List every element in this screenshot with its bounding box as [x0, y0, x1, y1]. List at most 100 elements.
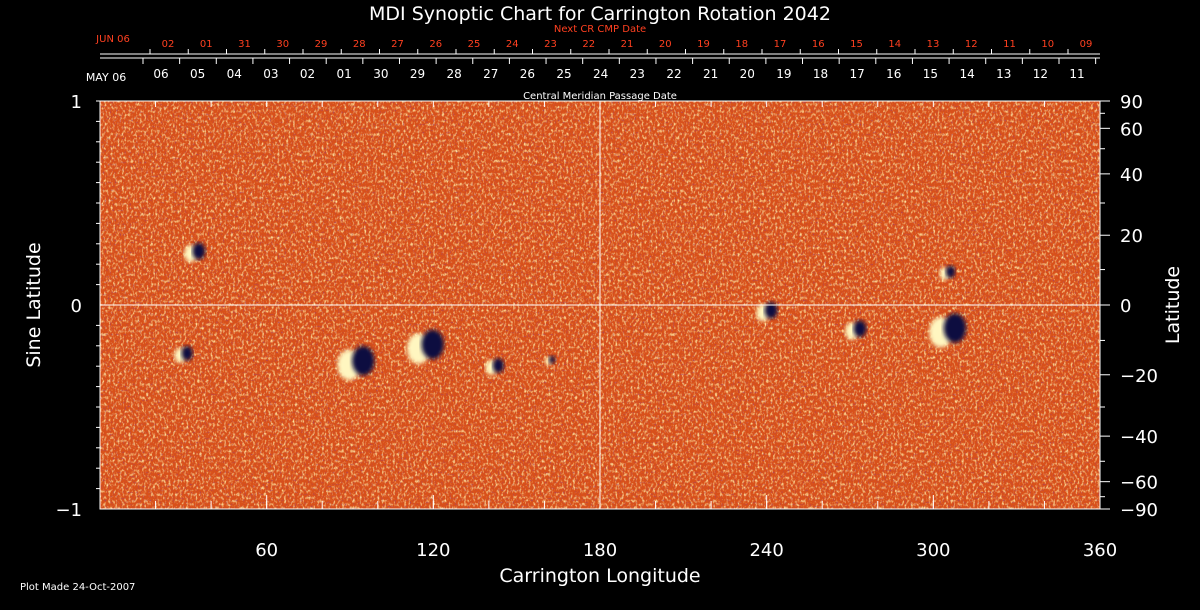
cmp-date-label: 27	[483, 67, 498, 81]
y-axis-title-right: Latitude	[1162, 266, 1184, 344]
active-region	[544, 355, 556, 366]
next-cr-date-label: 12	[965, 39, 978, 50]
y-right-tick-label: −60	[1120, 473, 1158, 494]
negative-polarity-patch	[421, 329, 444, 360]
active-region	[929, 313, 967, 348]
y-left-tick-label: 1	[71, 92, 82, 113]
active-region	[845, 320, 867, 340]
negative-polarity-patch	[945, 265, 956, 279]
negative-polarity-patch	[853, 320, 867, 338]
y-right-tick-label: 20	[1120, 226, 1143, 247]
next-cr-date-label: 02	[162, 39, 175, 50]
y-right-tick-label: −20	[1120, 366, 1158, 387]
next-cr-date-label: 10	[1041, 39, 1054, 50]
next-cr-date-label: 13	[927, 39, 940, 50]
plot-made-footer: Plot Made 24-Oct-2007	[20, 582, 135, 593]
next-cr-date-label: 21	[621, 39, 634, 50]
y-right-tick-label: −90	[1120, 500, 1158, 521]
next-cr-date-label: 24	[506, 39, 519, 50]
cmp-date-label: 25	[556, 67, 571, 81]
active-region	[406, 329, 444, 364]
next-cr-date-label: 29	[315, 39, 328, 50]
negative-polarity-patch	[492, 358, 504, 373]
y-left-tick-label: 0	[71, 296, 82, 317]
next-cr-date-label: 17	[774, 39, 787, 50]
active-region	[939, 265, 956, 281]
cmp-date-label: 12	[1033, 67, 1048, 81]
x-tick-label: 180	[583, 540, 617, 561]
y-right-tick-label: 0	[1120, 296, 1131, 317]
next-cr-date-label: 28	[353, 39, 366, 50]
cmp-date-label: 11	[1069, 67, 1084, 81]
active-region	[174, 345, 193, 364]
cmp-date-label: 06	[153, 67, 168, 81]
cmp-date-label: 23	[630, 67, 645, 81]
cmp-date-label: 22	[666, 67, 681, 81]
y-right-tick-label: 60	[1120, 119, 1143, 140]
active-region	[337, 346, 375, 381]
y-right-tick-label: 40	[1120, 165, 1143, 186]
next-cr-date-label: 25	[468, 39, 481, 50]
next-cr-date-label: 31	[238, 39, 251, 50]
active-region	[485, 358, 504, 376]
y-right-tick-label: 90	[1120, 92, 1143, 113]
cmp-date-label: 29	[410, 67, 425, 81]
cmp-date-label: 18	[813, 67, 828, 81]
next-cr-caption: Next CR CMP Date	[554, 24, 646, 35]
x-axis-title: Carrington Longitude	[499, 565, 700, 587]
next-cr-date-label: 30	[276, 39, 289, 50]
next-cr-date-label: 01	[200, 39, 213, 50]
cmp-date-axis: MAY 06 06 05 04 03 02 01 30 29 28 27 26 25 24 23 22 21 2…	[86, 57, 1100, 84]
y-right-tick-label: −40	[1120, 427, 1158, 448]
next-cr-start-label: JUN 06	[95, 34, 130, 45]
negative-polarity-patch	[549, 355, 556, 364]
next-cr-date-label: 19	[697, 39, 710, 50]
cmp-date-label: 16	[886, 67, 901, 81]
cmp-date-label: 21	[703, 67, 718, 81]
active-region	[184, 242, 206, 263]
x-tick-label: 240	[749, 540, 783, 561]
next-cr-date-label: 09	[1080, 39, 1093, 50]
cmp-date-label: 14	[959, 67, 974, 81]
cmp-date-label: 05	[190, 67, 205, 81]
cmp-date-label: 20	[740, 67, 755, 81]
negative-polarity-patch	[352, 346, 375, 376]
negative-polarity-patch	[181, 345, 193, 361]
x-tick-label: 300	[916, 540, 950, 561]
next-cr-date-label: 27	[391, 39, 404, 50]
cmp-date-label: 30	[373, 67, 388, 81]
chart-title: MDI Synoptic Chart for Carrington Rotati…	[369, 3, 831, 25]
next-cr-date-label: 11	[1003, 39, 1016, 50]
cmp-date-label: 28	[446, 67, 461, 81]
chart-axes: 60 120 180 240 300 360 1 0 −1 90 60 40 20 0 −20 −40 −60 −…	[55, 92, 1158, 561]
next-cr-date-label: 22	[582, 39, 595, 50]
cmp-date-label: 04	[227, 67, 242, 81]
next-cr-date-label: 16	[812, 39, 825, 50]
cmp-start-label: MAY 06	[86, 71, 126, 84]
x-tick-label: 120	[416, 540, 450, 561]
y-axis-title-left: Sine Latitude	[23, 242, 45, 367]
cmp-caption: Central Meridian Passage Date	[523, 91, 677, 102]
next-cr-date-label: 26	[429, 39, 442, 50]
next-cr-date-label: 20	[659, 39, 672, 50]
cmp-date-label: 01	[337, 67, 352, 81]
cmp-date-label: 03	[263, 67, 278, 81]
x-tick-label: 60	[255, 540, 278, 561]
cmp-date-label: 02	[300, 67, 315, 81]
next-cr-date-label: 23	[544, 39, 557, 50]
cmp-date-label: 13	[996, 67, 1011, 81]
active-region	[756, 301, 778, 322]
cmp-date-label: 26	[520, 67, 535, 81]
y-left-tick-label: −1	[55, 500, 82, 521]
next-cr-date-label: 14	[888, 39, 901, 50]
negative-polarity-patch	[943, 313, 967, 343]
x-tick-label: 360	[1083, 540, 1117, 561]
cmp-date-label: 19	[776, 67, 791, 81]
cmp-date-label: 24	[593, 67, 608, 81]
next-cr-date-label: 18	[735, 39, 748, 50]
cmp-date-label: 15	[923, 67, 938, 81]
cmp-date-label: 17	[850, 67, 865, 81]
next-cr-cmp-axis: JUN 06 Next CR CMP Date 02 01 31 30 29 28 27 26…	[95, 24, 1100, 55]
next-cr-date-label: 15	[850, 39, 863, 50]
